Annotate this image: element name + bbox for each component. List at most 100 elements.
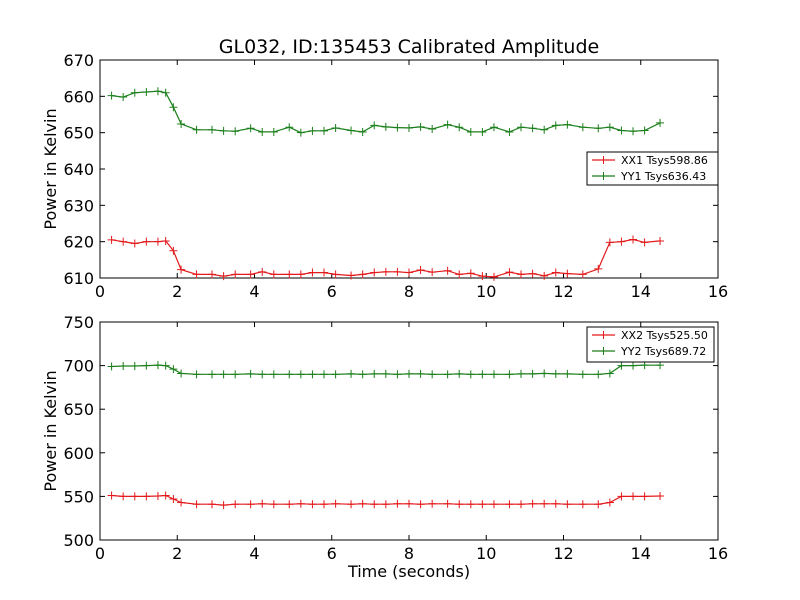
series-point [617, 361, 626, 370]
series-point [153, 237, 162, 246]
x-tick-label: 14 [631, 282, 651, 301]
series-point [505, 370, 514, 379]
series-point [517, 369, 526, 378]
series-point [428, 499, 437, 508]
series-point [107, 235, 116, 244]
series-point [594, 370, 603, 379]
y-tick-label: 650 [63, 400, 94, 419]
series-point [161, 88, 170, 97]
y-tick-label: 600 [63, 444, 94, 463]
series-point [358, 270, 367, 279]
series-point [246, 270, 255, 279]
series-point [505, 500, 514, 509]
series-point [505, 268, 514, 277]
series-point [617, 492, 626, 501]
series-point [161, 491, 170, 500]
series-point [370, 121, 379, 130]
series-point [192, 270, 201, 279]
series-point [466, 500, 475, 509]
y-tick-label: 670 [63, 51, 94, 70]
series-point [405, 499, 413, 508]
series-point [478, 127, 487, 136]
series-point [405, 123, 413, 132]
series-point [142, 361, 151, 370]
series-point [578, 500, 587, 509]
series-point [320, 126, 329, 135]
series-point [331, 370, 340, 379]
series-point [428, 268, 437, 277]
series-point [489, 500, 498, 509]
series-point [119, 237, 128, 246]
series-point [489, 123, 498, 132]
series-point [656, 491, 665, 500]
series-point [258, 499, 267, 508]
series-point [130, 88, 139, 97]
legend-marker [599, 347, 608, 355]
series-point [370, 268, 379, 277]
series-point [505, 127, 514, 136]
y-tick-label: 630 [63, 196, 94, 215]
series-point [246, 369, 255, 378]
series-point [358, 370, 367, 379]
series-point [489, 272, 498, 281]
series-point [219, 501, 228, 510]
y-tick-label: 640 [63, 160, 94, 179]
series-point [177, 265, 186, 274]
x-tick-label: 8 [404, 544, 414, 563]
series-point [347, 369, 356, 378]
chart-title: GL032, ID:135453 Calibrated Amplitude [219, 36, 599, 58]
series-point [640, 492, 649, 501]
series-point [617, 237, 626, 246]
series-point [169, 495, 178, 504]
series-point [320, 268, 329, 277]
x-axis-label: Time (seconds) [347, 562, 470, 581]
series-point [219, 272, 228, 281]
series-point [192, 125, 201, 134]
series-point [594, 264, 603, 273]
x-tick-label: 6 [327, 544, 337, 563]
x-tick-label: 4 [249, 544, 259, 563]
series-point [119, 492, 128, 501]
legend-label: YY1 Tsys636.43 [620, 170, 706, 183]
series-point [269, 370, 278, 379]
series-point [269, 270, 278, 279]
series-point [231, 270, 240, 279]
series-point [358, 127, 367, 136]
series-point [208, 125, 217, 134]
x-tick-label: 12 [553, 282, 573, 301]
series-point [551, 268, 560, 277]
series-point [594, 124, 603, 133]
series-point [540, 125, 549, 134]
y-axis-label: Power in Kelvin [41, 108, 60, 229]
series-point [347, 126, 356, 135]
x-tick-label: 16 [708, 544, 728, 563]
series-point [540, 271, 549, 280]
series-point [578, 123, 587, 132]
series-point [405, 369, 413, 378]
series-point [551, 121, 560, 130]
series-point [605, 123, 614, 132]
series-point [231, 127, 240, 136]
series-point [517, 500, 526, 509]
series-point [594, 500, 603, 509]
series-point [107, 491, 116, 500]
series-point [629, 127, 638, 136]
series-point [153, 87, 162, 96]
series-point [177, 119, 186, 128]
series-point [443, 266, 452, 275]
series-line-1 [111, 90, 661, 134]
series-point [308, 500, 317, 509]
series-point [455, 270, 464, 279]
legend-marker [599, 156, 608, 164]
y-axis-label: Power in Kelvin [41, 370, 60, 491]
series-point [258, 370, 267, 379]
series-point [478, 272, 487, 281]
x-tick-label: 4 [249, 282, 259, 301]
x-tick-label: 8 [404, 282, 414, 301]
series-point [130, 239, 139, 248]
series-point [640, 238, 649, 247]
y-tick-label: 610 [63, 269, 94, 288]
series-point [393, 499, 402, 508]
series-point [629, 361, 638, 370]
